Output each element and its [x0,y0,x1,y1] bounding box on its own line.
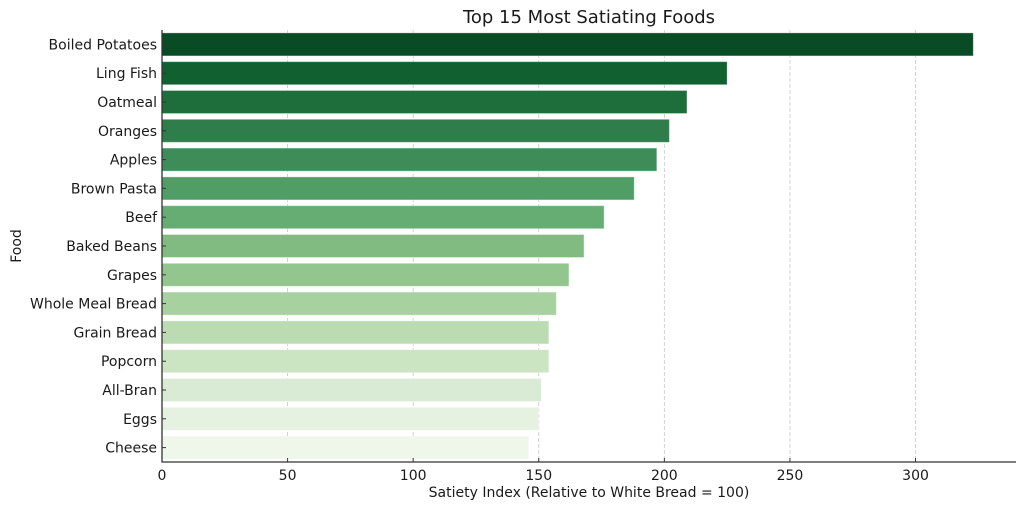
y-tick-label: Baked Beans [66,239,157,255]
x-tick-label: 250 [777,468,804,484]
x-ticks: 0 50 100 150 200 250 300 [158,458,929,484]
bar [161,61,728,86]
bar [161,89,688,115]
bar [161,205,605,230]
y-tick-label: Whole Meal Bread [30,297,157,313]
y-axis-label: Food [9,229,25,263]
x-axis-label: Satiety Index (Relative to White Bread =… [429,485,750,501]
x-tick-label: 100 [400,468,427,484]
y-tick-label: Oranges [98,124,157,140]
x-tick-label: 200 [651,468,678,484]
y-tick-label: Ling Fish [96,66,157,82]
bar [161,32,974,57]
bar [161,377,542,403]
y-tick-label: Grapes [107,268,157,284]
bar [161,435,530,460]
y-tick-label: Grain Bread [73,325,157,341]
y-tick-label: Popcorn [101,354,157,370]
y-tick-label: Apples [110,153,157,169]
y-tick-label: Boiled Potatoes [49,37,157,53]
bar [161,262,570,287]
y-tick-label: All-Bran [102,383,157,399]
x-tick-label: 50 [279,468,297,484]
bar [161,147,658,172]
y-tick-label: Eggs [123,412,157,428]
y-tick-labels: Boiled Potatoes Ling Fish Oatmeal Oranges Ap… [30,37,166,457]
bar [161,291,557,316]
x-tick-label: 150 [525,468,552,484]
bar [161,406,540,431]
bar [161,176,635,201]
bar [161,349,550,374]
bar [161,320,550,345]
y-tick-label: Brown Pasta [71,181,157,197]
chart-title: Top 15 Most Satiating Foods [462,7,715,28]
x-tick-label: 300 [902,468,929,484]
bar [161,118,670,143]
bars [161,32,974,460]
x-tick-label: 0 [158,468,167,484]
y-tick-label: Beef [125,210,158,226]
bar [161,233,585,259]
y-tick-label: Oatmeal [97,95,157,111]
y-tick-label: Cheese [105,441,157,457]
